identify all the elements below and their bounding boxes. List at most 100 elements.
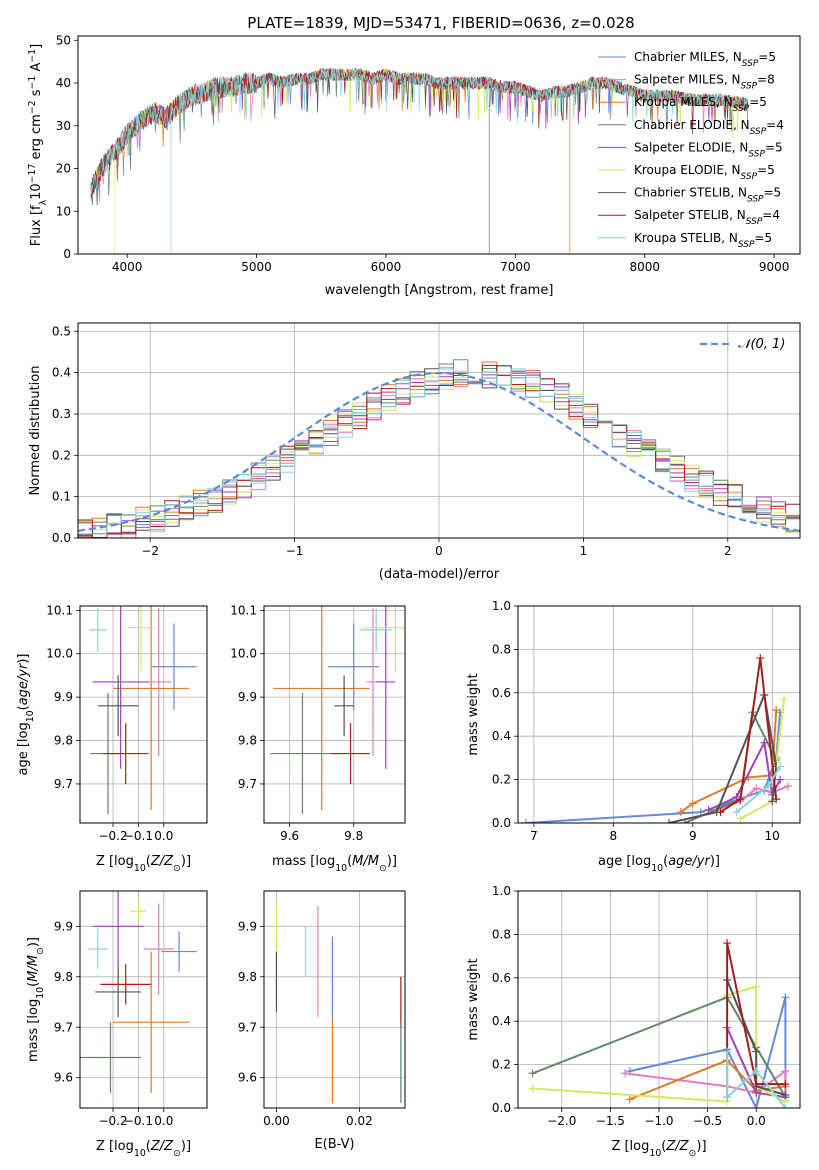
data-marker bbox=[664, 819, 673, 823]
data-marker bbox=[784, 782, 793, 791]
y-axis-label: Flux [fλ10−17 erg cm−2 s−1 A−1] bbox=[27, 44, 49, 246]
y-tick-label: 9.7 bbox=[238, 1020, 257, 1034]
y-tick-label: 10.1 bbox=[46, 603, 73, 617]
y-tick-label: 9.8 bbox=[238, 970, 257, 984]
x-tick-label: 7000 bbox=[500, 260, 531, 274]
plot-area bbox=[88, 606, 197, 815]
y-axis-label: age [log10(age/yr)] bbox=[16, 653, 36, 775]
chart-mass-vs-Z: −0.2−0.1 0.0 9.6 9.7 9.8 9.9 Z [log10(Z/Z⊙)] ma… bbox=[26, 890, 208, 1159]
x-tick-label: 0.02 bbox=[346, 1114, 373, 1128]
y-tick-label: 40 bbox=[56, 76, 71, 90]
plot-area bbox=[270, 606, 405, 815]
histogram-kroupa-stelib bbox=[78, 368, 800, 535]
data-marker bbox=[752, 1104, 761, 1108]
x-tick-label: 6000 bbox=[371, 260, 402, 274]
data-marker bbox=[764, 782, 773, 791]
legend-label: Chabrier STELIB, NSSP=5 bbox=[634, 186, 781, 205]
x-tick-label: 0 bbox=[435, 544, 443, 558]
y-tick-label: 10.1 bbox=[230, 603, 257, 617]
data-marker bbox=[756, 654, 765, 663]
x-axis-label: Z [log10(Z/Z⊙)] bbox=[96, 854, 191, 874]
y-tick-label: 0.8 bbox=[492, 642, 511, 656]
axes-frame bbox=[263, 890, 406, 1109]
plot-area bbox=[521, 654, 793, 823]
legend-label: Kroupa STELIB, NSSP=5 bbox=[634, 231, 772, 250]
y-tick-label: 9.9 bbox=[238, 919, 257, 933]
data-marker bbox=[620, 1069, 629, 1078]
x-tick-label: −1 bbox=[286, 544, 304, 558]
data-marker bbox=[676, 808, 685, 817]
data-marker bbox=[732, 808, 741, 817]
x-axis-label: (data-model)/error bbox=[379, 567, 500, 582]
y-tick-label: 9.7 bbox=[54, 777, 73, 791]
y-tick-label: 0.3 bbox=[52, 407, 71, 421]
data-marker bbox=[752, 784, 761, 793]
data-marker bbox=[752, 982, 761, 991]
data-marker bbox=[752, 1067, 761, 1076]
axes-frame bbox=[517, 605, 801, 824]
x-axis-label: Z [log10(Z/Z⊙)] bbox=[611, 1139, 706, 1159]
series-line-kroupa-stelib bbox=[90, 67, 749, 254]
series-line-chabrier-elodie bbox=[532, 996, 787, 1098]
x-tick-label: 9000 bbox=[759, 260, 790, 274]
data-marker bbox=[781, 1080, 790, 1089]
plot-area bbox=[275, 901, 402, 1103]
y-axis-label: mass [log10(M/M⊙)] bbox=[26, 937, 46, 1062]
y-tick-label: 10.0 bbox=[230, 647, 257, 661]
histogram-salpeter-stelib bbox=[78, 364, 800, 538]
y-tick-label: 0.2 bbox=[492, 773, 511, 787]
data-marker bbox=[736, 795, 745, 804]
figure-title: PLATE=1839, MJD=53471, FIBERID=0636, z=0… bbox=[247, 14, 634, 32]
legend-label: Kroupa ELODIE, NSSP=5 bbox=[634, 163, 775, 182]
x-axis-label: Z [log10(Z/Z⊙)] bbox=[96, 1139, 191, 1159]
x-tick-label: −2.0 bbox=[547, 1114, 576, 1128]
series-line-salpeter-stelib bbox=[726, 942, 786, 1098]
data-marker bbox=[723, 939, 732, 948]
y-tick-label: 20 bbox=[56, 162, 71, 176]
series-line-salpeter-stelib bbox=[720, 657, 778, 813]
chart-mass-weight-vs-Z: −2.0 −1.5 −1.0 −0.5 0.0 0.0 0.2 0.4 0.6 0.8 1.0 Z [… bbox=[466, 884, 801, 1159]
series-line-kroupa-stelib bbox=[726, 1051, 787, 1108]
x-tick-label: −0.1 bbox=[124, 1114, 153, 1128]
legend-label: Chabrier ELODIE, NSSP=4 bbox=[634, 118, 784, 137]
x-axis-label: age [log10(age/yr)] bbox=[598, 854, 720, 874]
plot-area bbox=[78, 359, 800, 538]
data-marker bbox=[752, 1080, 761, 1089]
data-marker bbox=[776, 775, 785, 784]
x-tick-label: 1 bbox=[580, 544, 588, 558]
plot-area bbox=[90, 67, 749, 254]
legend-label: Kroupa MILES, NSSP=5 bbox=[634, 95, 767, 114]
data-marker bbox=[723, 1047, 732, 1056]
data-marker bbox=[716, 808, 725, 817]
data-marker bbox=[781, 993, 790, 1002]
data-marker bbox=[528, 1084, 537, 1093]
axes-frame bbox=[263, 605, 406, 824]
x-tick-label: 0.00 bbox=[263, 1114, 290, 1128]
series-line-chabrier-miles bbox=[629, 996, 787, 1108]
y-axis-label: Normed distribution bbox=[28, 366, 43, 496]
x-tick-label: 8000 bbox=[629, 260, 660, 274]
x-tick-label: −0.5 bbox=[693, 1114, 722, 1128]
legend-label: Chabrier MILES, NSSP=5 bbox=[634, 50, 776, 69]
x-axis-label: wavelength [Angstrom, rest frame] bbox=[325, 283, 554, 298]
y-tick-label: 0.2 bbox=[52, 448, 71, 462]
plot-area bbox=[528, 939, 790, 1108]
y-tick-label: 50 bbox=[56, 33, 71, 47]
x-tick-label: 9.8 bbox=[344, 829, 363, 843]
chart-mass-vs-EBV: 0.00 0.02 9.6 9.7 9.8 9.9 E(B-V) bbox=[238, 890, 406, 1152]
data-marker bbox=[723, 1093, 732, 1102]
x-tick-label: 7 bbox=[530, 829, 538, 843]
histogram-kroupa-elodie bbox=[78, 376, 800, 533]
x-axis-label: E(B-V) bbox=[314, 1137, 354, 1152]
axes-frame bbox=[79, 890, 208, 1109]
series-line-kroupa-elodie bbox=[532, 985, 786, 1103]
data-marker bbox=[752, 1047, 761, 1056]
y-tick-label: 0.8 bbox=[492, 927, 511, 941]
y-axis-label: mass weight bbox=[466, 958, 481, 1040]
y-tick-label: 0.1 bbox=[52, 490, 71, 504]
chart-mass-weight-vs-age: 7 8 9 10 0.0 0.2 0.4 0.6 0.8 1.0 age [log10(age/yr… bbox=[466, 599, 801, 874]
y-tick-label: 9.8 bbox=[54, 734, 73, 748]
y-tick-label: 0.5 bbox=[52, 324, 71, 338]
y-axis-label: mass weight bbox=[466, 673, 481, 755]
y-tick-label: 9.8 bbox=[238, 734, 257, 748]
